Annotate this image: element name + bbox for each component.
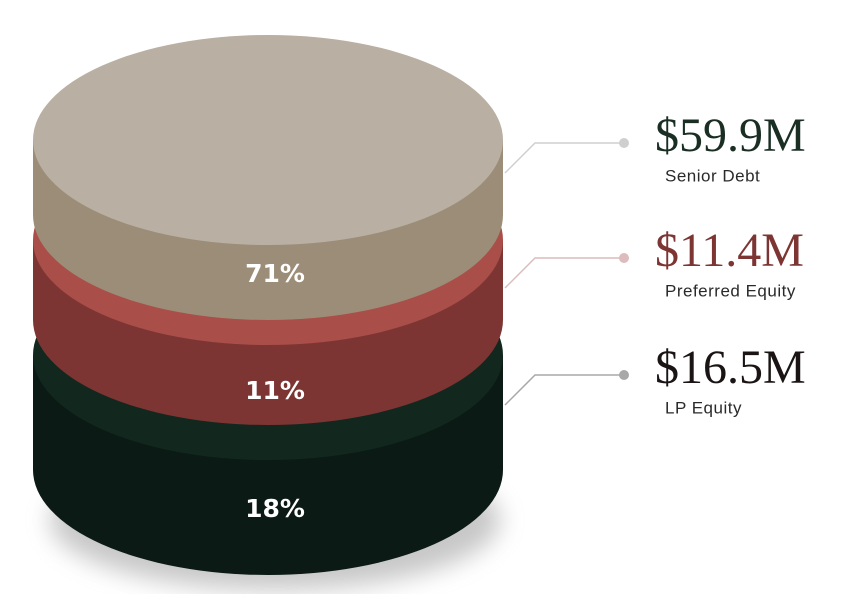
percent-label: 18% xyxy=(245,494,305,523)
layer-top xyxy=(33,35,503,245)
connector xyxy=(504,374,620,406)
amount-label: $16.5M xyxy=(655,341,806,394)
connector-dot xyxy=(619,138,629,148)
legend-label: LP Equity xyxy=(665,398,742,417)
connector-dot xyxy=(619,370,629,380)
amount-label: $59.9M xyxy=(655,109,806,162)
connector-dot xyxy=(619,253,629,263)
legend-label: Senior Debt xyxy=(665,166,760,185)
connector xyxy=(504,257,620,289)
connector xyxy=(504,142,620,174)
percent-label: 71% xyxy=(245,259,305,288)
amount-label: $11.4M xyxy=(655,224,804,277)
legend-label: Preferred Equity xyxy=(665,281,796,300)
percent-label: 11% xyxy=(245,376,305,405)
